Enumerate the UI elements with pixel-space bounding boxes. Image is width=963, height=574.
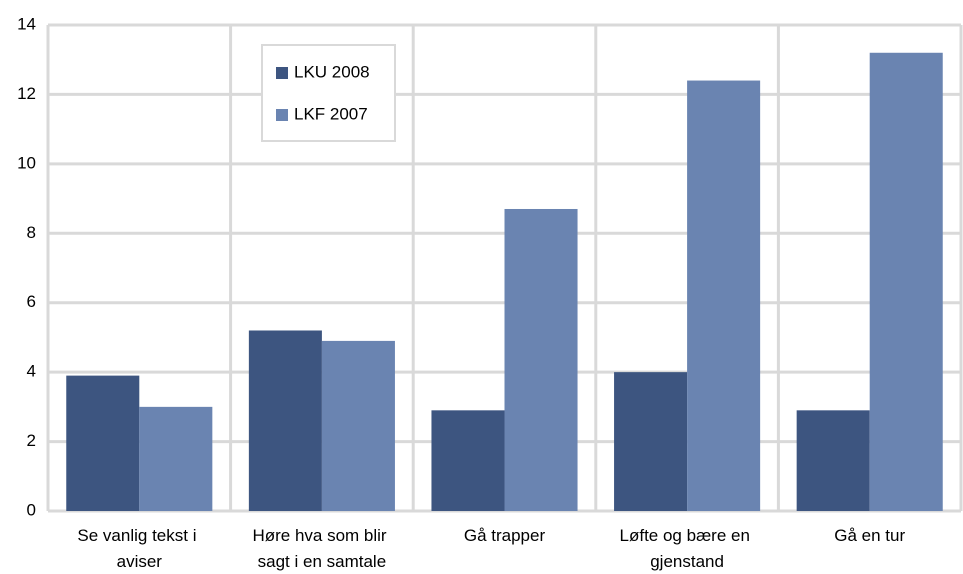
bar	[687, 80, 761, 512]
y-tick-label: 6	[27, 292, 36, 311]
y-tick-label: 8	[27, 223, 36, 242]
y-tick-label: 4	[27, 362, 36, 381]
bar	[139, 406, 213, 511]
y-tick-label: 12	[17, 84, 36, 103]
x-tick-label: Gå trapper	[464, 526, 546, 545]
legend-swatch	[276, 67, 288, 79]
x-tick-label: Høre hva som blir sagt i en samtale	[252, 526, 391, 571]
legend-label: LKU 2008	[294, 62, 370, 81]
legend-swatch	[276, 109, 288, 121]
bar	[248, 330, 322, 511]
x-tick-label: Gå en tur	[834, 526, 905, 545]
bar	[614, 372, 688, 511]
bar	[66, 375, 140, 511]
y-tick-label: 14	[17, 14, 36, 33]
y-tick-label: 2	[27, 431, 36, 450]
bar	[796, 410, 870, 511]
bar	[869, 52, 943, 512]
bar	[504, 208, 578, 511]
y-tick-label: 0	[27, 500, 36, 519]
bar	[321, 340, 395, 511]
x-tick-label: Løfte og bære en gjenstand	[620, 526, 755, 571]
y-tick-label: 10	[17, 153, 36, 172]
x-tick-label: Se vanlig tekst i aviser	[77, 526, 201, 571]
bar	[431, 410, 505, 511]
legend-label: LKF 2007	[294, 104, 368, 123]
legend-box	[261, 44, 396, 142]
